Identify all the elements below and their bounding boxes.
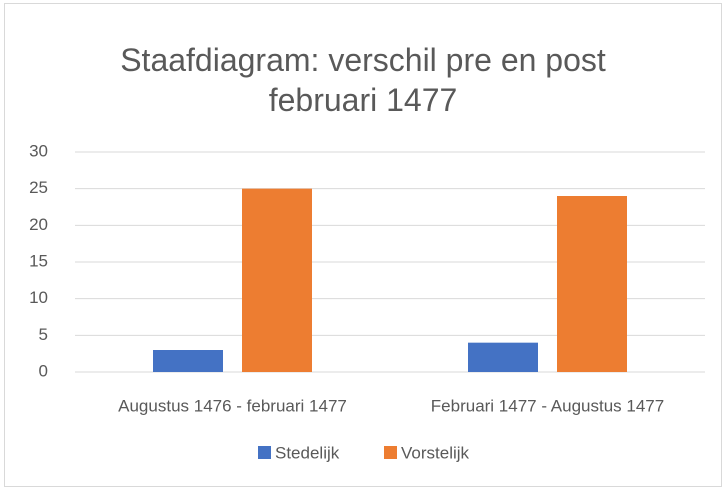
x-tick-label: Februari 1477 - Augustus 1477	[431, 396, 664, 415]
bar	[242, 188, 312, 372]
y-tick-label: 15	[29, 251, 48, 270]
y-tick-label: 25	[29, 178, 48, 197]
bar	[468, 342, 538, 372]
legend-label: Stedelijk	[275, 443, 340, 462]
legend-swatch	[258, 446, 271, 459]
y-tick-label: 20	[29, 215, 48, 234]
legend-swatch	[384, 446, 397, 459]
y-tick-label: 30	[29, 141, 48, 160]
y-tick-label: 5	[39, 325, 48, 344]
y-tick-label: 0	[39, 361, 48, 380]
y-tick-label: 10	[29, 288, 48, 307]
bar	[153, 350, 223, 372]
legend-label: Vorstelijk	[401, 443, 470, 462]
x-tick-label: Augustus 1476 - februari 1477	[118, 396, 347, 415]
bar	[557, 196, 627, 372]
chart-title: Staafdiagram: verschil pre en post febru…	[120, 42, 606, 118]
